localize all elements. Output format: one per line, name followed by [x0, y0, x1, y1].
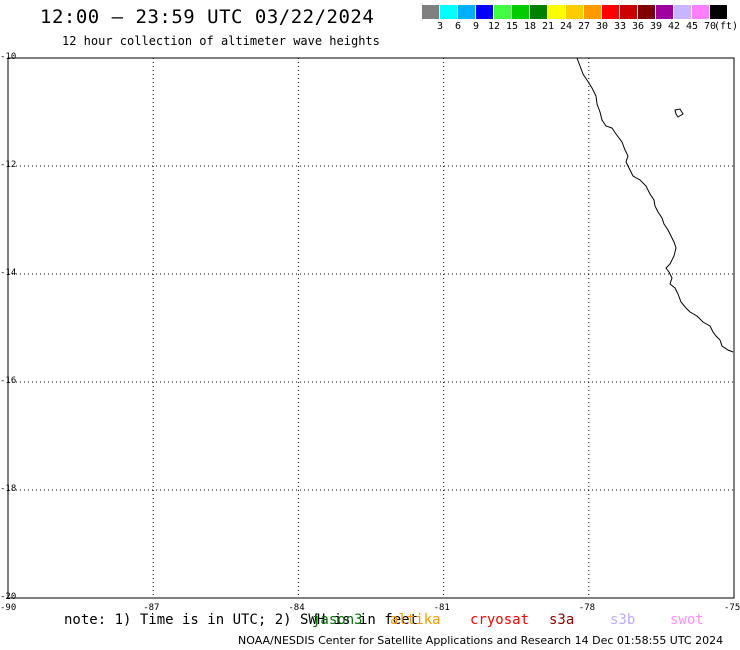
scale-label: 24 [559, 21, 573, 32]
footer-note: note: 1) Time is in UTC; 2) SWH is in fe… [64, 612, 419, 628]
scale-label: 70 [703, 21, 717, 32]
map-title: 12:00 – 23:59 UTC 03/22/2024 [40, 6, 375, 28]
latitude-label: -16 [0, 376, 17, 386]
longitude-label: -84 [288, 603, 305, 613]
scale-swatch [512, 5, 529, 19]
satellite-legend-item: s3a [549, 612, 575, 628]
latitude-label: -14 [0, 268, 17, 278]
scale-label: 18 [523, 21, 537, 32]
scale-swatch [656, 5, 673, 19]
scale-swatch [548, 5, 565, 19]
scale-label: 36 [631, 21, 645, 32]
scale-swatch [620, 5, 637, 19]
longitude-label: -75 [724, 603, 740, 613]
scale-swatch [710, 5, 727, 19]
island-outline [674, 108, 684, 118]
scale-label: 9 [472, 21, 480, 32]
latitude-label: -10 [0, 52, 17, 62]
scale-swatch [602, 5, 619, 19]
scale-swatch [674, 5, 691, 19]
scale-label: 3 [436, 21, 444, 32]
satellite-legend-item: cryosat [470, 612, 530, 628]
credit-line: NOAA/NESDIS Center for Satellite Applica… [238, 634, 724, 647]
scale-swatch [566, 5, 583, 19]
map-frame [7, 57, 735, 599]
latitude-label: -18 [0, 484, 17, 494]
satellite-legend-item: s3b [610, 612, 636, 628]
scale-swatch [584, 5, 601, 19]
scale-label: 15 [505, 21, 519, 32]
latitude-label: -12 [0, 160, 17, 170]
graticule [8, 58, 734, 598]
scale-label: 12 [487, 21, 501, 32]
scale-label: 21 [541, 21, 555, 32]
scale-label: 39 [649, 21, 663, 32]
scale-swatch [530, 5, 547, 19]
longitude-label: -78 [578, 603, 596, 613]
scale-swatch [458, 5, 475, 19]
scale-swatch [440, 5, 457, 19]
scale-label: 30 [595, 21, 609, 32]
scale-swatch [692, 5, 709, 19]
scale-label: 42 [667, 21, 681, 32]
satellite-legend-item: jason3 [312, 612, 363, 628]
satellite-legend-item: swot [670, 612, 704, 628]
scale-label: 45 [685, 21, 699, 32]
scale-label: 6 [454, 21, 462, 32]
map-subtitle: 12 hour collection of altimeter wave hei… [62, 34, 380, 48]
scale-swatch [422, 5, 439, 19]
latitude-label: -20 [0, 592, 17, 602]
longitude-label: -81 [433, 603, 450, 613]
scale-label: 33 [613, 21, 627, 32]
scale-swatch [638, 5, 655, 19]
longitude-label: -90 [0, 603, 17, 613]
scale-unit: (ft) [714, 21, 739, 32]
scale-swatch [476, 5, 493, 19]
scale-swatch [494, 5, 511, 19]
satellite-legend-item: altika [390, 612, 441, 628]
coastline [576, 57, 734, 353]
scale-label: 27 [577, 21, 591, 32]
longitude-label: -87 [143, 603, 160, 613]
